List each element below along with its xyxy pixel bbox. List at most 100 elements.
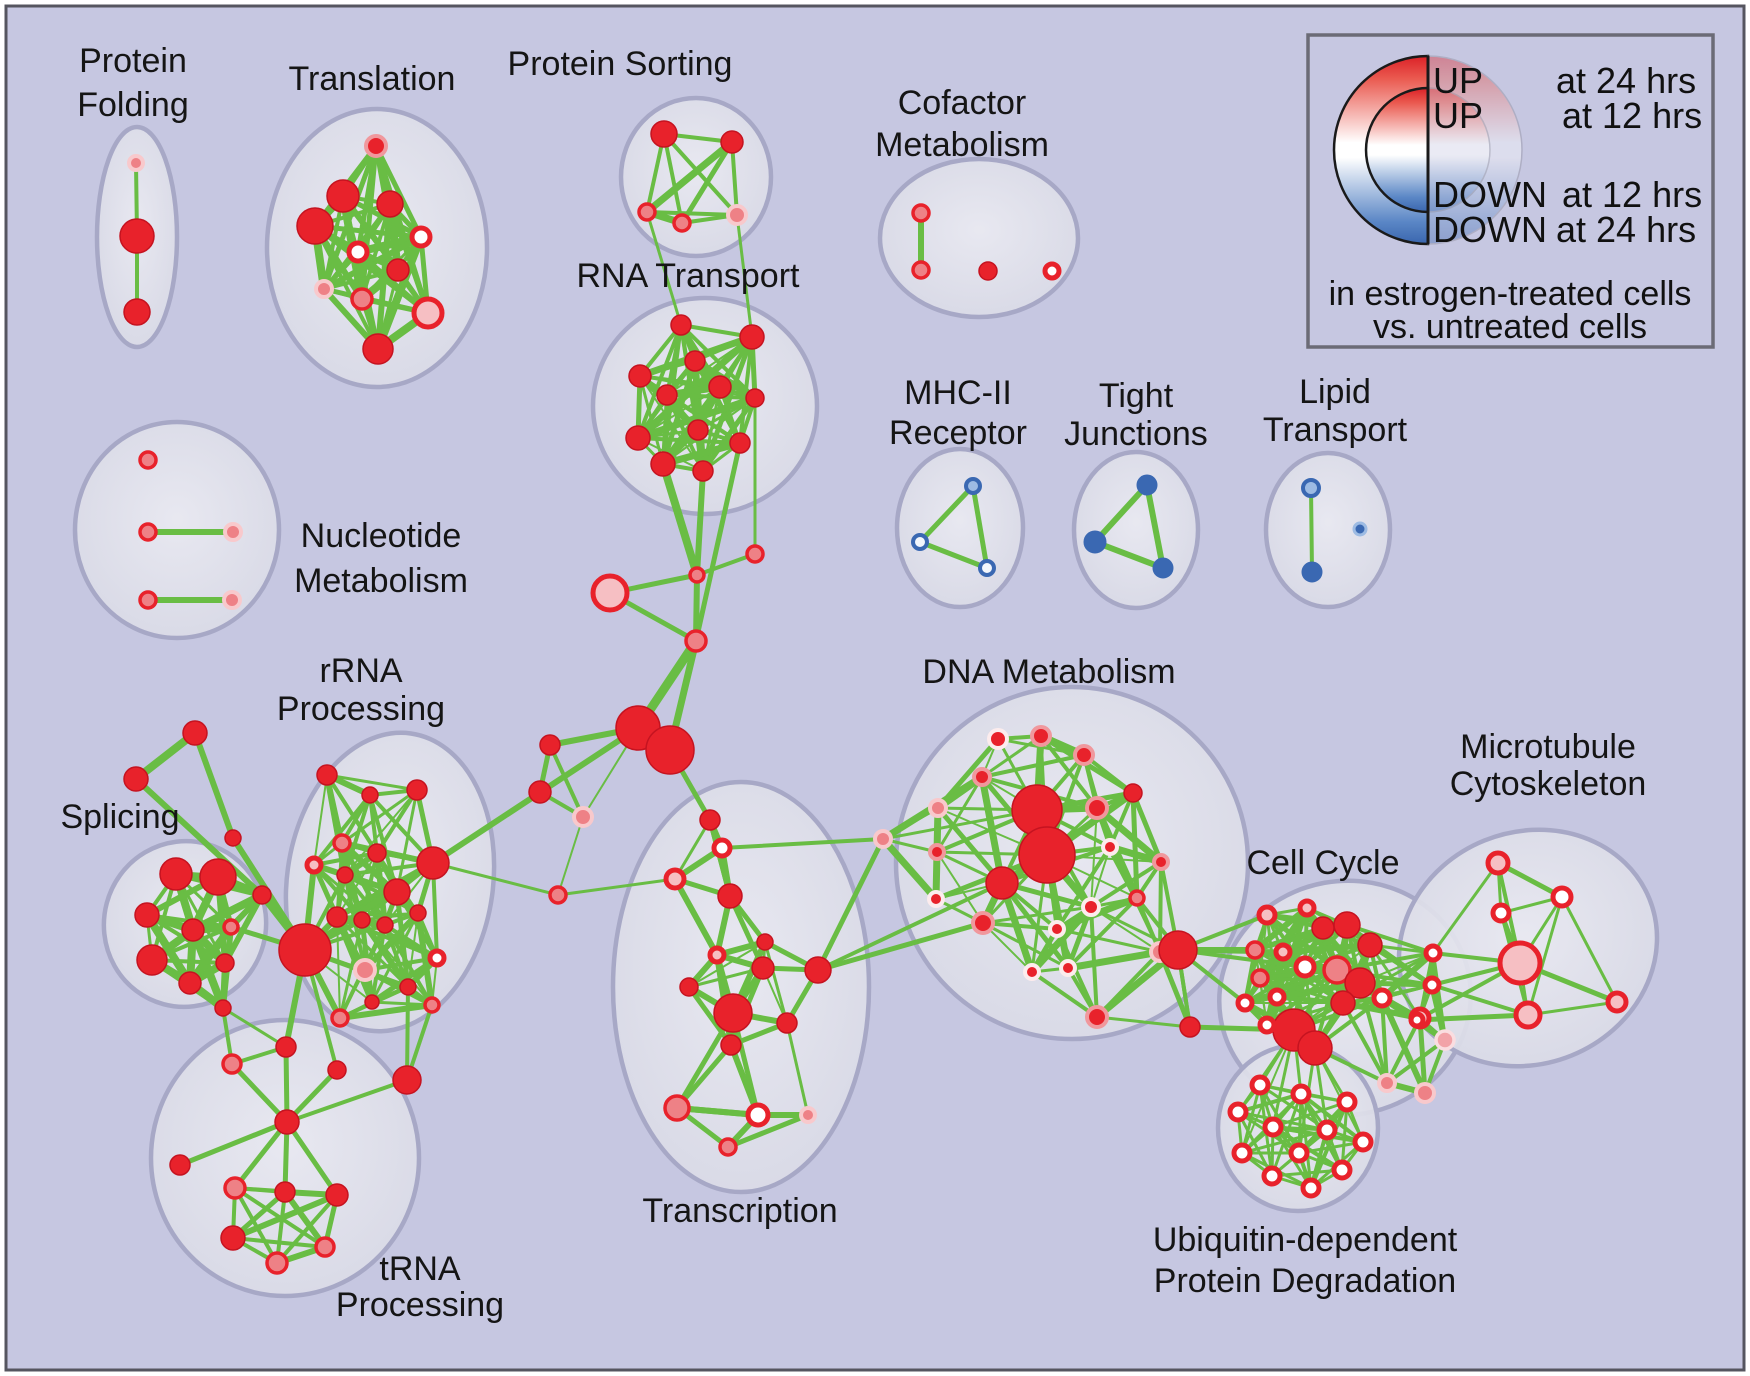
interaction-edge xyxy=(133,776,265,898)
legend-up-12-label: UP xyxy=(1433,95,1483,136)
gene-node xyxy=(1042,261,1062,281)
gene-node xyxy=(692,460,714,482)
cluster-label-protein-folding: Folding xyxy=(77,86,189,124)
gene-node xyxy=(386,258,410,282)
gene-node xyxy=(628,364,652,388)
cluster-label-splicing: Splicing xyxy=(60,798,179,836)
cluster-label-trna-processing: Processing xyxy=(336,1286,504,1324)
interaction-edges-layer xyxy=(132,132,1620,1266)
gene-node xyxy=(123,298,151,326)
gene-node xyxy=(367,843,387,863)
interaction-edge xyxy=(881,808,1039,841)
gene-node xyxy=(326,179,360,213)
interaction-edge xyxy=(645,210,739,217)
interaction-edge xyxy=(1240,1128,1329,1155)
interaction-edge xyxy=(337,1002,435,1021)
interaction-edge xyxy=(763,940,789,1025)
gene-node xyxy=(1293,955,1317,979)
interaction-edge xyxy=(815,920,986,973)
gene-node xyxy=(399,978,417,996)
interaction-edge xyxy=(700,395,758,474)
interaction-edge xyxy=(370,911,420,1004)
cluster-label-dna-metabolism: DNA Metabolism xyxy=(922,653,1175,691)
gene-node xyxy=(873,829,893,849)
gene-node xyxy=(1352,521,1368,537)
interaction-edge xyxy=(1385,1038,1447,1085)
interaction-edge xyxy=(662,132,739,217)
gene-node xyxy=(539,734,561,756)
gene-node xyxy=(756,933,774,951)
gene-node xyxy=(964,477,982,495)
gene-node xyxy=(1023,963,1041,981)
cluster-label-trna-processing: tRNA xyxy=(379,1250,461,1288)
gene-node xyxy=(199,858,237,896)
gene-node xyxy=(1288,1142,1310,1164)
gene-node xyxy=(1297,898,1317,918)
interaction-edge xyxy=(675,1043,733,1110)
gene-node xyxy=(745,1102,771,1128)
interaction-edge xyxy=(405,985,410,1082)
interaction-edge xyxy=(662,397,756,465)
gene-node xyxy=(590,573,630,613)
interaction-edge xyxy=(1526,1000,1619,1017)
gene-node xyxy=(707,945,727,965)
gene-node xyxy=(427,948,447,968)
interaction-edge xyxy=(693,440,743,644)
gene-node xyxy=(361,786,379,804)
interaction-edge xyxy=(1414,1012,1531,1023)
interaction-edge xyxy=(816,881,1004,972)
interaction-edge xyxy=(1055,845,1112,931)
gene-node xyxy=(687,419,709,441)
interaction-edge xyxy=(1089,860,1163,909)
gene-node xyxy=(220,1225,246,1251)
interaction-edge xyxy=(1158,860,1163,954)
interaction-edge xyxy=(1526,895,1564,1017)
interaction-edge xyxy=(1385,1016,1422,1085)
interaction-edge xyxy=(720,837,885,850)
gene-node xyxy=(364,994,380,1010)
gene-node xyxy=(1414,1082,1436,1104)
gene-node xyxy=(353,958,377,982)
gene-node xyxy=(274,1109,300,1135)
interaction-edge xyxy=(917,483,976,545)
gene-node xyxy=(745,388,765,408)
interaction-edge xyxy=(1431,861,1500,955)
gene-node xyxy=(383,878,411,906)
gene-node xyxy=(1081,897,1101,917)
cluster-ellipse-cofactor-metabolism xyxy=(877,156,1081,320)
gene-node xyxy=(708,375,732,399)
interaction-edge xyxy=(726,1113,810,1149)
gene-node xyxy=(972,767,992,787)
cluster-label-lipid-transport: Lipid xyxy=(1299,373,1371,411)
gene-node xyxy=(804,956,832,984)
gene-node xyxy=(274,1181,296,1203)
gene-node xyxy=(1357,932,1383,958)
gene-node xyxy=(1273,942,1293,962)
gene-node xyxy=(330,1008,350,1028)
gene-node xyxy=(222,590,242,610)
gene-node xyxy=(927,890,945,908)
gene-node xyxy=(726,204,748,226)
interaction-edge xyxy=(1066,896,1139,970)
gene-node xyxy=(346,240,370,264)
legend-down-24-label: DOWN xyxy=(1433,209,1547,250)
gene-node xyxy=(1301,478,1321,498)
gene-node xyxy=(672,213,692,233)
gene-node xyxy=(1158,930,1198,970)
interaction-edge xyxy=(312,851,379,867)
interaction-edge xyxy=(686,984,734,1048)
gene-node xyxy=(314,279,334,299)
gene-node xyxy=(376,916,394,934)
gene-node xyxy=(1227,1101,1249,1123)
gene-node xyxy=(138,590,158,610)
gene-node xyxy=(1290,1083,1312,1105)
gene-node xyxy=(221,1053,243,1075)
interaction-edge xyxy=(1130,790,1140,901)
gene-node xyxy=(1101,838,1119,856)
cluster-labels-layer: Protein Folding Translation Protein Sorting… xyxy=(60,42,1646,1324)
cluster-label-mhc-ii-receptor: Receptor xyxy=(889,414,1027,452)
gene-node xyxy=(1408,1011,1426,1029)
gene-node xyxy=(265,1251,289,1275)
interaction-edge xyxy=(285,1078,409,1124)
